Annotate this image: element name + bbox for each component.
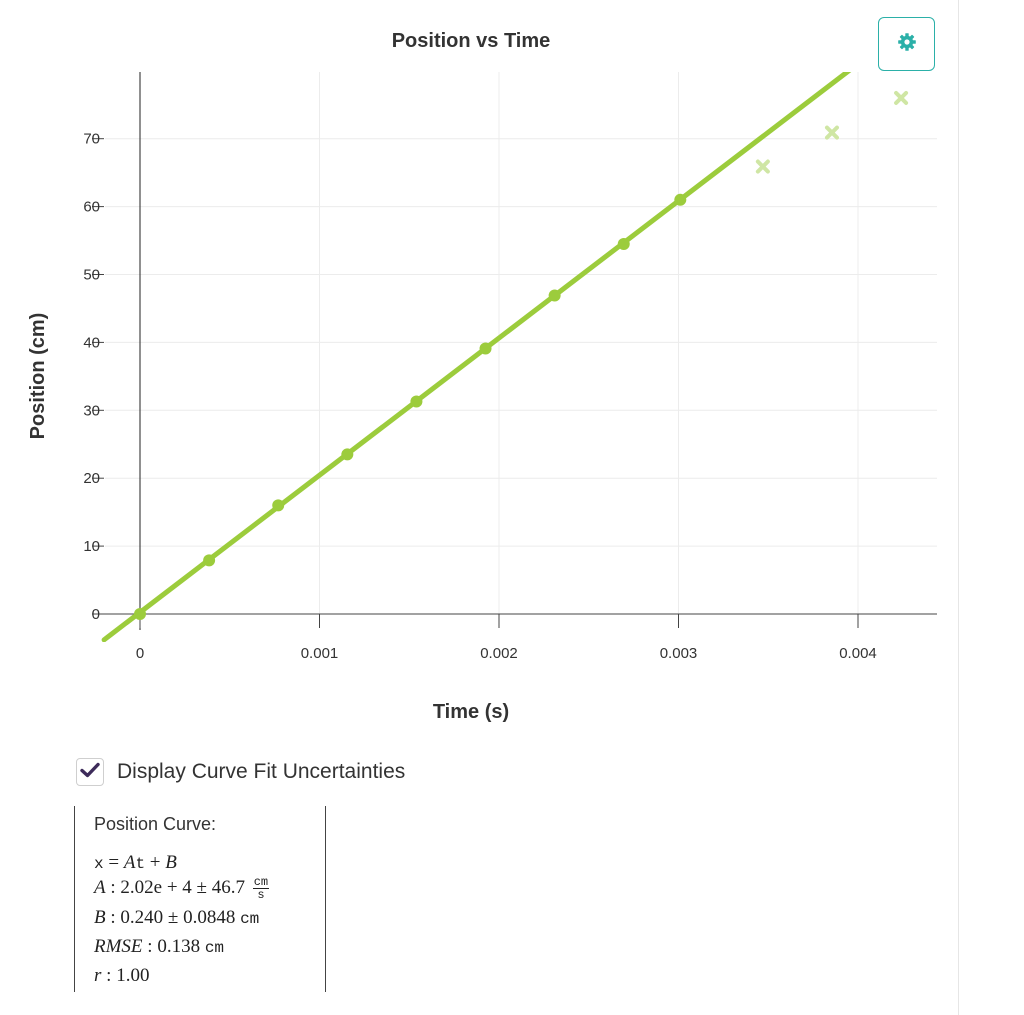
param-a-uncertainty: 46.7 xyxy=(211,876,245,898)
data-point xyxy=(617,237,630,250)
param-a-value: 2.02e + 4 xyxy=(120,876,192,898)
data-point xyxy=(134,608,146,620)
fit-param-a: A : 2.02e + 4 ± 46.7 cm s xyxy=(94,875,270,902)
data-point xyxy=(410,395,423,408)
fit-line xyxy=(101,72,852,642)
param-a-unit-num: cm xyxy=(252,875,270,889)
x-tick-label: 0.002 xyxy=(480,645,518,662)
excluded-data-point xyxy=(755,159,770,174)
y-tick-label: 70 xyxy=(83,131,100,148)
x-tick-label: 0.004 xyxy=(839,645,877,662)
equation-lhs: x xyxy=(94,855,104,873)
fit-rmse: RMSE : 0.138 cm xyxy=(94,936,225,957)
y-axis-label: Position (cm) xyxy=(27,313,49,440)
param-a-unit-den: s xyxy=(257,888,265,902)
position-vs-time-chart: 0 10 20 30 40 50 60 70 0 0.001 0.002 0.003 0.004 Po… xyxy=(27,30,937,723)
param-b-name: B xyxy=(94,907,106,928)
y-tick-label: 40 xyxy=(83,334,100,351)
uncertainty-checkbox[interactable] xyxy=(76,758,104,786)
chart-title: Position vs Time xyxy=(392,30,551,52)
equation-coef-b: B xyxy=(165,852,177,873)
r-value: 1.00 xyxy=(116,965,150,986)
uncertainty-toggle-label: Display Curve Fit Uncertainties xyxy=(117,760,406,783)
param-a-name: A xyxy=(94,876,106,898)
data-point xyxy=(479,342,492,355)
param-b-unit: cm xyxy=(240,910,260,928)
rmse-unit: cm xyxy=(204,939,225,957)
y-tick-label: 0 xyxy=(92,606,100,623)
excluded-data-point xyxy=(824,125,839,140)
y-tick-label: 50 xyxy=(83,267,100,284)
data-points xyxy=(134,90,909,620)
gear-icon xyxy=(897,32,917,57)
excluded-marker-stroke xyxy=(824,125,839,140)
x-axis-label: Time (s) xyxy=(433,701,509,723)
x-tick-label: 0 xyxy=(136,645,144,662)
param-a-unit: cm s xyxy=(252,875,270,902)
data-point xyxy=(674,193,687,206)
checkmark-icon xyxy=(80,762,100,783)
fit-equation: x = At + B xyxy=(94,852,177,873)
fit-r: r : 1.00 xyxy=(94,965,150,986)
y-tick-label: 20 xyxy=(83,470,100,487)
grid-lines xyxy=(105,72,937,614)
excluded-data-point xyxy=(894,90,909,105)
excluded-marker-stroke xyxy=(894,90,909,105)
y-tick-label: 30 xyxy=(83,402,100,419)
rmse-name: RMSE xyxy=(94,936,143,957)
excluded-marker-stroke xyxy=(755,159,770,174)
data-point xyxy=(203,554,216,567)
equation-var-t: t xyxy=(135,855,146,873)
data-point xyxy=(341,448,354,461)
data-point xyxy=(548,289,561,302)
y-tick-label: 10 xyxy=(83,538,100,555)
fit-panel-title: Position Curve: xyxy=(94,814,217,834)
y-tick-label: 60 xyxy=(83,199,100,216)
x-tick-label: 0.003 xyxy=(660,645,698,662)
y-tick-labels: 0 10 20 30 40 50 60 70 xyxy=(83,131,104,623)
x-tick-label: 0.001 xyxy=(301,645,339,662)
r-name: r xyxy=(94,965,102,986)
panel-divider xyxy=(958,0,959,1015)
uncertainty-toggle[interactable]: Display Curve Fit Uncertainties xyxy=(76,758,405,786)
x-tick-labels: 0 0.001 0.002 0.003 0.004 xyxy=(136,614,877,662)
fit-param-b: B : 0.240 ± 0.0848 cm xyxy=(94,907,260,928)
rmse-value: 0.138 xyxy=(157,936,201,957)
equation-coef-a: A xyxy=(123,852,136,873)
param-b-uncertainty: 0.0848 xyxy=(183,907,236,928)
data-point xyxy=(272,499,285,512)
param-b-value: 0.240 xyxy=(120,907,164,928)
curve-fit-panel: Position Curve: x = At + B A : 2.02e + 4… xyxy=(74,806,326,992)
settings-button[interactable] xyxy=(878,17,935,71)
